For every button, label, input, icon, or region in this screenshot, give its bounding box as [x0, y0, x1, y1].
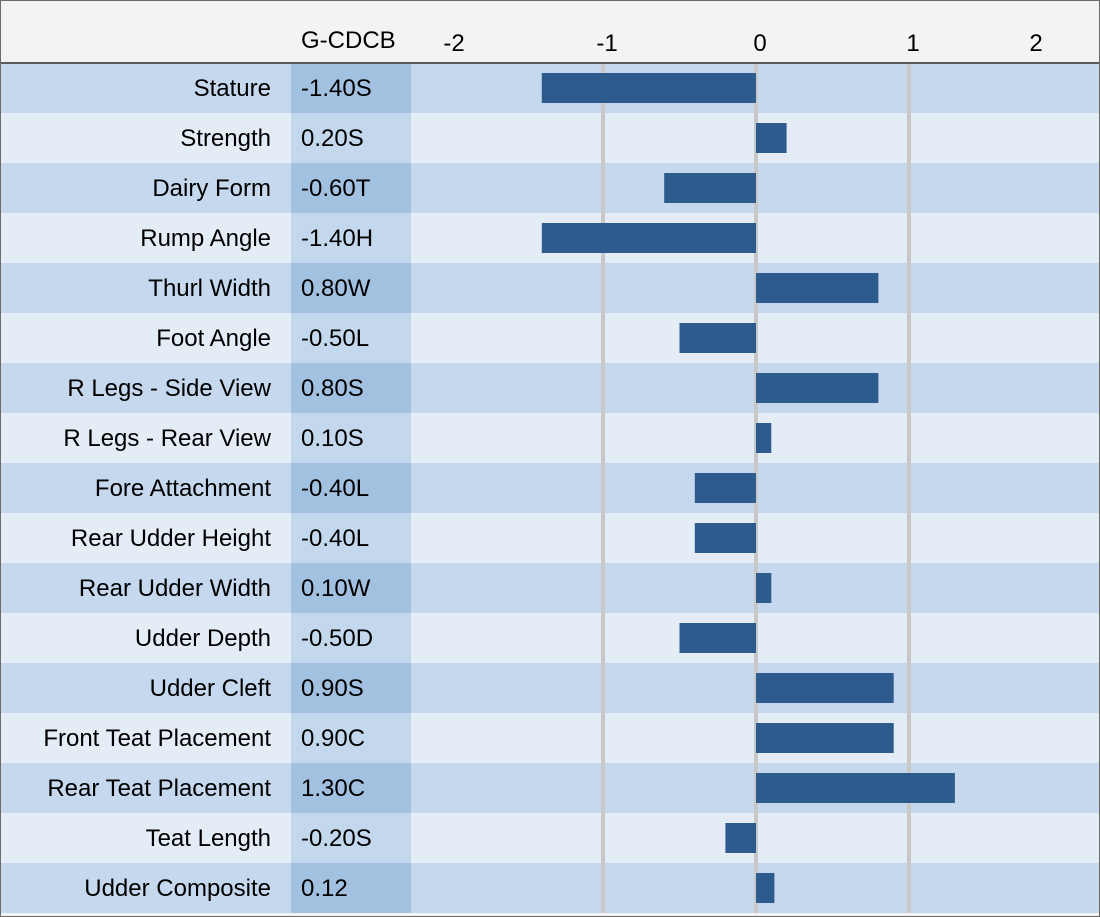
table-row: Dairy Form -0.60T: [1, 163, 1099, 213]
value-label: 0.80W: [301, 275, 371, 302]
value-cell: 1.30C: [291, 763, 411, 813]
value-label: -0.20S: [301, 825, 372, 852]
value-cell: 0.80W: [291, 263, 411, 313]
category-label: Dairy Form: [152, 175, 271, 202]
value-label: 0.20S: [301, 125, 364, 152]
table-row: Rear Udder Width 0.10W: [1, 563, 1099, 613]
table-row: Rear Udder Height -0.40L: [1, 513, 1099, 563]
value-cell: 0.10S: [291, 413, 411, 463]
category-label: Foot Angle: [156, 325, 271, 352]
value-cell: -0.50D: [291, 613, 411, 663]
header-divider: [1, 62, 1099, 64]
category-label: Rear Teat Placement: [47, 775, 271, 802]
value-cell: 0.12: [291, 863, 411, 913]
value-label: -0.50L: [301, 325, 370, 352]
category-label: Rear Udder Height: [70, 525, 271, 552]
table-row: Teat Length -0.20S: [1, 813, 1099, 863]
category-label: Rear Udder Width: [78, 575, 271, 602]
category-label: Strength: [180, 125, 271, 152]
value-cell: -0.50L: [291, 313, 411, 363]
chart-header: G-CDCB: [1, 1, 1099, 62]
table-row: R Legs - Rear View 0.10S: [1, 413, 1099, 463]
category-label: R Legs - Side View: [67, 375, 271, 402]
category-label: R Legs - Rear View: [63, 425, 271, 452]
value-label: 0.10S: [301, 425, 364, 452]
value-label: 0.80S: [301, 375, 364, 402]
value-label: 0.10W: [301, 575, 371, 602]
category-label: Udder Cleft: [149, 675, 271, 702]
table-row: Thurl Width 0.80W: [1, 263, 1099, 313]
value-cell: 0.10W: [291, 563, 411, 613]
table-row: Fore Attachment -0.40L: [1, 463, 1099, 513]
table-row: Udder Depth -0.50D: [1, 613, 1099, 663]
value-cell: -0.20S: [291, 813, 411, 863]
category-label: Stature: [193, 75, 271, 102]
category-label: Udder Composite: [84, 875, 271, 902]
table-row: Strength 0.20S: [1, 113, 1099, 163]
value-cell: -1.40H: [291, 213, 411, 263]
table-row: R Legs - Side View 0.80S: [1, 363, 1099, 413]
value-cell: -0.60T: [291, 163, 411, 213]
value-label: 0.90C: [301, 725, 366, 752]
table-row: Stature -1.40S: [1, 63, 1099, 113]
category-label: Udder Depth: [134, 625, 271, 652]
category-label: Front Teat Placement: [43, 725, 271, 752]
chart-rows: Stature -1.40S Strength 0.20S Dairy Form -0.6…: [1, 63, 1099, 913]
value-label: -1.40H: [301, 225, 374, 252]
value-cell: 0.20S: [291, 113, 411, 163]
value-label: -0.40L: [301, 525, 370, 552]
value-cell: 0.90C: [291, 713, 411, 763]
value-cell: -0.40L: [291, 463, 411, 513]
value-cell: -1.40S: [291, 63, 411, 113]
value-cell: -0.40L: [291, 513, 411, 563]
value-column-header: G-CDCB: [301, 27, 396, 54]
table-row: Rump Angle -1.40H: [1, 213, 1099, 263]
category-label: Fore Attachment: [94, 475, 271, 502]
table-row: Foot Angle -0.50L: [1, 313, 1099, 363]
value-label: -0.50D: [301, 625, 374, 652]
category-label: Rump Angle: [140, 225, 271, 252]
value-label: 1.30C: [301, 775, 366, 802]
value-cell: 0.90S: [291, 663, 411, 713]
table-row: Udder Cleft 0.90S: [1, 663, 1099, 713]
value-label: 0.90S: [301, 675, 364, 702]
category-label: Thurl Width: [148, 275, 271, 302]
table-row: Udder Composite 0.12: [1, 863, 1099, 913]
table-row: Front Teat Placement 0.90C: [1, 713, 1099, 763]
value-label: -1.40S: [301, 75, 372, 102]
value-label: -0.40L: [301, 475, 370, 502]
value-cell: 0.80S: [291, 363, 411, 413]
value-label: -0.60T: [301, 175, 371, 202]
table-row: Rear Teat Placement 1.30C: [1, 763, 1099, 813]
category-label: Teat Length: [145, 825, 271, 852]
value-label: 0.12: [301, 875, 348, 902]
